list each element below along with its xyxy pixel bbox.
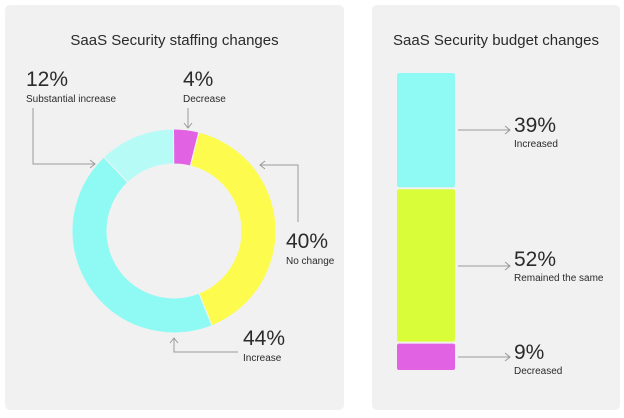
leader-head-increase bbox=[169, 337, 179, 344]
label-remained: Remained the same bbox=[514, 273, 604, 284]
pct-decreased: 9% bbox=[514, 341, 544, 364]
donut-slice-increase bbox=[71, 156, 213, 334]
leader-no-change bbox=[260, 164, 299, 222]
label-increased: Increased bbox=[514, 139, 558, 150]
pct-increase: 44% bbox=[243, 327, 285, 350]
bar-segment-remained-the-same bbox=[397, 189, 455, 342]
leader-increase bbox=[173, 338, 238, 353]
label-decreased: Decreased bbox=[514, 366, 562, 377]
leader-head-substantial-increase bbox=[89, 159, 96, 169]
label-decrease: Decrease bbox=[183, 94, 226, 105]
staffing-chart-title: SaaS Security staffing changes bbox=[70, 32, 279, 49]
donut-slice-no-change bbox=[189, 131, 277, 327]
pct-no-change: 40% bbox=[286, 230, 328, 253]
label-no-change: No change bbox=[286, 256, 335, 267]
leader-head-increased bbox=[504, 125, 511, 135]
leader-head-decrease bbox=[183, 122, 193, 129]
leader-head-no-change bbox=[259, 160, 266, 170]
pct-increased: 39% bbox=[514, 114, 556, 137]
donut-slice-substantial-increase bbox=[103, 128, 175, 184]
bar-segment-increased bbox=[397, 73, 455, 188]
pct-substantial-increase: 12% bbox=[26, 68, 68, 91]
label-increase: Increase bbox=[243, 353, 282, 364]
bar-segment-decreased bbox=[397, 343, 455, 370]
leader-head-remained bbox=[504, 261, 511, 271]
pct-remained: 52% bbox=[514, 248, 556, 271]
pct-decrease: 4% bbox=[183, 68, 213, 91]
leader-head-decreased bbox=[504, 352, 511, 362]
label-substantial-increase: Substantial increase bbox=[26, 94, 116, 105]
leader-substantial-increase bbox=[32, 108, 95, 165]
budget-chart-title: SaaS Security budget changes bbox=[393, 32, 599, 49]
